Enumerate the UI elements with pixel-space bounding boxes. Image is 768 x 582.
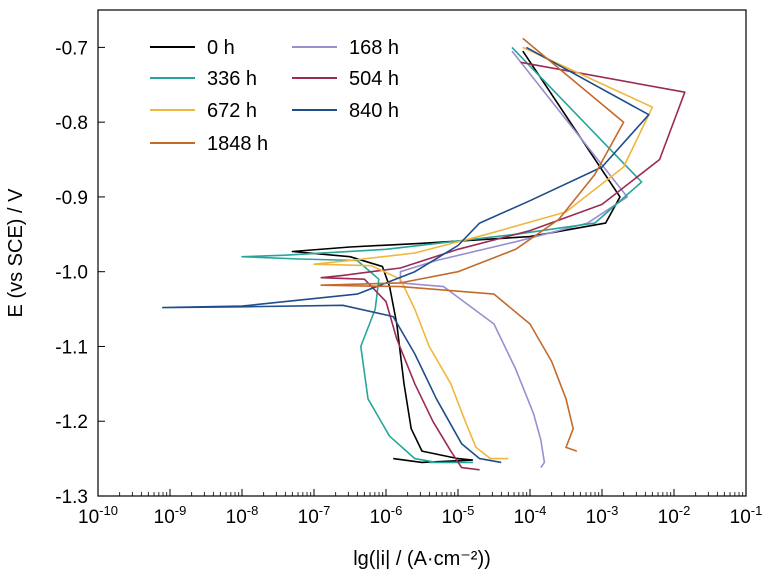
x-tick-label: 10-7 xyxy=(298,503,331,528)
plot-frame xyxy=(97,9,747,497)
x-tick-label: 10-4 xyxy=(514,503,547,528)
y-tick-label: -1.1 xyxy=(55,337,88,358)
legend-label: 0 h xyxy=(207,37,235,59)
axis-ticks: 10-10 10-9 10-8 10-7 10-6 10-5 10-4 10-3 10-2 10-… xyxy=(55,38,762,528)
legend-label: 336 h xyxy=(207,68,257,90)
legend-label: 840 h xyxy=(349,100,399,122)
series-line-0 xyxy=(291,50,621,464)
y-tick-label: -1.2 xyxy=(55,412,88,433)
legend-label: 504 h xyxy=(349,68,399,90)
series-line-4 xyxy=(313,46,654,460)
series-line-2 xyxy=(241,46,643,464)
y-tick-label: -1.0 xyxy=(55,263,88,284)
series-line-6 xyxy=(320,37,625,452)
y-tick-label: -0.9 xyxy=(55,188,88,209)
y-tick-label: -1.3 xyxy=(55,487,88,508)
series-line-5 xyxy=(162,46,650,464)
x-tick-label: 10-9 xyxy=(154,503,187,528)
x-tick-label: 10-1 xyxy=(730,503,763,528)
y-tick-label: -0.7 xyxy=(55,38,88,59)
series-layer xyxy=(162,37,686,471)
x-tick-label: 10-6 xyxy=(370,503,403,528)
series-line-3 xyxy=(320,61,686,471)
legend-label: 168 h xyxy=(349,37,399,59)
x-tick-label: 10-5 xyxy=(442,503,475,528)
x-axis-title: lg(|i| / (A·cm⁻²)) xyxy=(353,548,491,570)
legend-label: 672 h xyxy=(207,100,257,122)
y-axis-title: E (vs SCE) / V xyxy=(5,188,27,318)
legend-label: 1848 h xyxy=(207,133,268,155)
legend: 0 h 168 h 336 h 504 h 672 h 840 h 1848 h xyxy=(150,37,399,155)
x-tick-label: 10-8 xyxy=(226,503,259,528)
y-tick-label: -0.8 xyxy=(55,113,88,134)
x-tick-label: 10-10 xyxy=(78,503,118,528)
x-tick-label: 10-3 xyxy=(586,503,619,528)
x-tick-label: 10-2 xyxy=(658,503,691,528)
